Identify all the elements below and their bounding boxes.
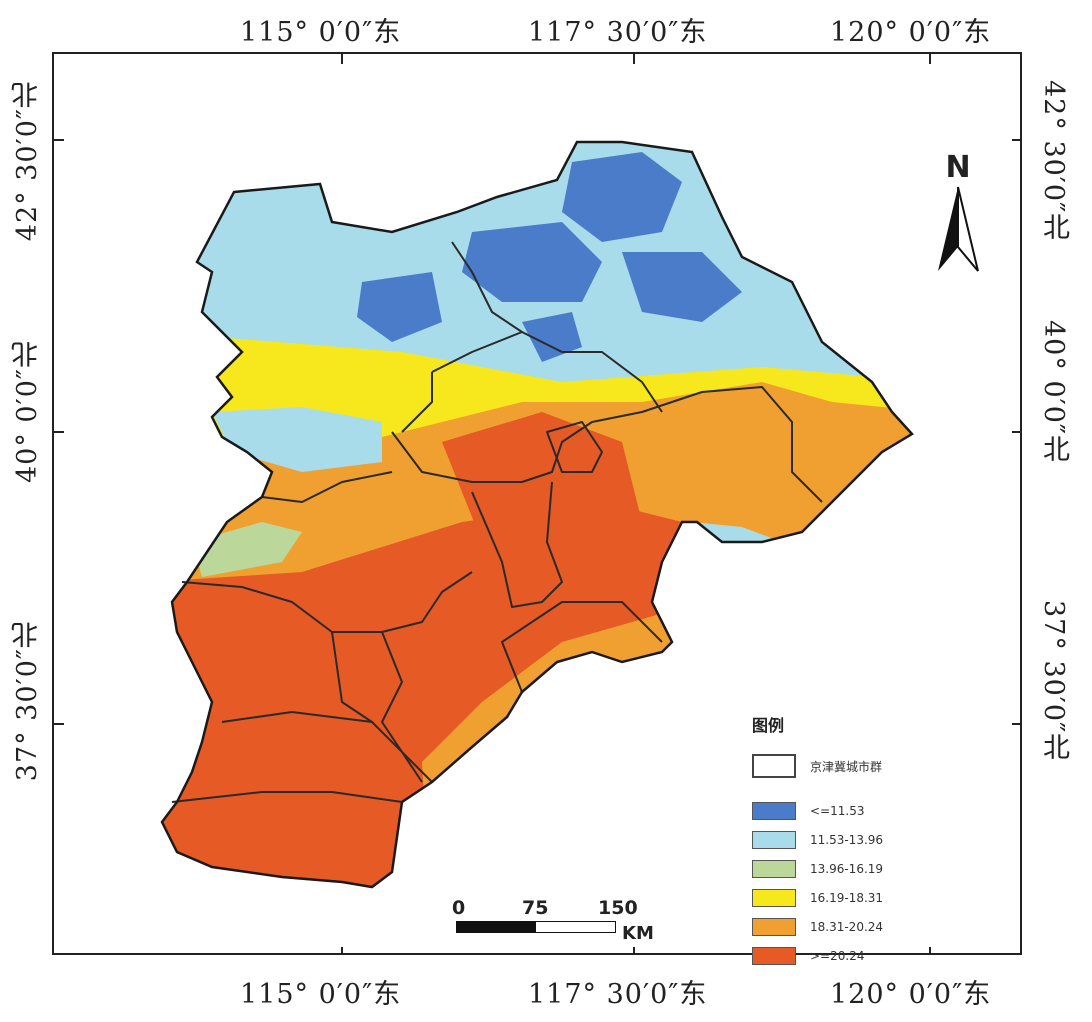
bottom-axis-label-1: 115° 0′0″东 (240, 979, 402, 1010)
class-band-red-southwest (162, 682, 422, 882)
legend-swatch-4 (752, 888, 796, 907)
north-arrow: N (930, 150, 986, 279)
right-axis-label-2: 40° 0′0″北 (1038, 320, 1069, 464)
scale-tick-0: 0 (452, 897, 466, 919)
bottom-axis-label-3: 120° 0′0″东 (830, 979, 992, 1010)
class-patch-darkblue-1 (562, 152, 682, 242)
north-arrow-label: N (945, 150, 971, 185)
legend-boundary-label: 京津冀城市群 (810, 759, 883, 774)
legend-class-row: 11.53-13.96 (752, 825, 883, 854)
right-axis-label-1: 42° 30′0″北 (1038, 80, 1069, 242)
class-patch-darkblue-5 (522, 312, 582, 362)
left-axis-label-1: 42° 30′0″北 (12, 80, 43, 242)
scale-bar-track (456, 921, 616, 933)
scale-tick-75: 75 (522, 897, 549, 919)
class-band-red-north (442, 412, 642, 562)
legend-class-row: >=20.24 (752, 941, 883, 970)
scale-unit: KM (622, 923, 654, 944)
legend-class-row: 13.96-16.19 (752, 854, 883, 883)
frame-ticks (54, 54, 1020, 953)
class-patch-darkblue-3 (357, 272, 442, 342)
north-arrow-icon (938, 186, 979, 272)
legend-class-row: 18.31-20.24 (752, 912, 883, 941)
legend-boundary-swatch (752, 754, 796, 778)
scale-tick-150: 150 (598, 897, 638, 919)
legend-title: 图例 (752, 716, 785, 735)
class-strip-lightblue-west (212, 407, 382, 472)
legend-swatch-3 (752, 859, 796, 878)
legend-class-row: <=11.53 (752, 796, 883, 825)
legend-swatch-6 (752, 946, 796, 965)
top-axis-label-2: 117° 30′0″东 (528, 17, 708, 48)
legend-swatch-5 (752, 917, 796, 936)
legend-class-label: 13.96-16.19 (810, 861, 884, 876)
legend-class-label: <=11.53 (810, 803, 865, 818)
class-patch-darkblue-4 (622, 252, 742, 322)
legend-swatch-2 (752, 830, 796, 849)
legend-class-label: 16.19-18.31 (810, 890, 884, 905)
legend: 图例 京津冀城市群 <=11.53 11.53-13.96 13.96-16.1… (752, 712, 883, 970)
temperature-map (54, 54, 1020, 953)
legend-class-row: 16.19-18.31 (752, 883, 883, 912)
legend-class-label: 11.53-13.96 (810, 832, 884, 847)
scale-bar-ticks: 0 75 150 (452, 897, 638, 921)
class-patch-darkblue-2 (462, 222, 602, 302)
class-band-orange-east (642, 382, 902, 522)
scale-segment-empty (536, 922, 615, 932)
top-axis-label-3: 120° 0′0″东 (830, 17, 992, 48)
left-axis-label-2: 40° 0′0″北 (12, 340, 43, 484)
scale-bar: 0 75 150 KM (452, 897, 654, 944)
legend-class-label: >=20.24 (810, 948, 865, 963)
map-frame (52, 52, 1022, 955)
legend-boundary-row: 京津冀城市群 (752, 748, 883, 784)
right-axis-label-3: 37° 30′0″北 (1038, 600, 1069, 762)
class-strip-green-west (192, 522, 302, 577)
bottom-axis-label-2: 117° 30′0″东 (528, 979, 708, 1010)
top-axis-label-1: 115° 0′0″东 (240, 17, 402, 48)
left-axis-label-3: 37° 30′0″北 (12, 620, 43, 782)
legend-swatch-1 (752, 801, 796, 820)
scale-segment-filled (457, 922, 536, 932)
legend-class-label: 18.31-20.24 (810, 919, 884, 934)
city-boundaries (171, 241, 823, 803)
